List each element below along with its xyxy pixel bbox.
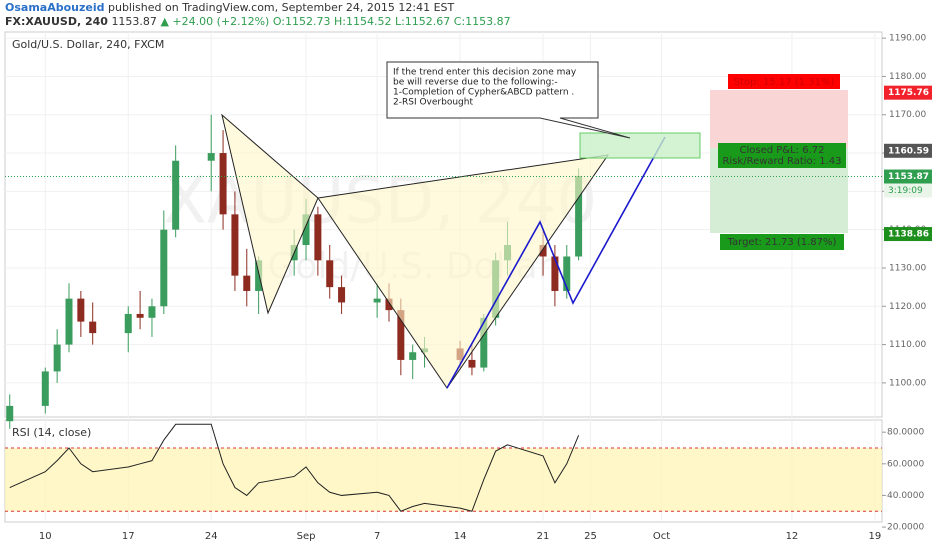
candle-body bbox=[207, 153, 215, 161]
candle-body bbox=[53, 344, 61, 372]
y-tick-label: 1110.00 bbox=[889, 340, 926, 350]
price-pane bbox=[4, 31, 883, 418]
candle-body bbox=[326, 260, 334, 288]
annotation-line: 2-RSI Overbought bbox=[393, 98, 473, 108]
pnl-label: Closed P&L: 6.72 bbox=[740, 145, 825, 156]
y-tick-label: 1100.00 bbox=[889, 378, 926, 388]
candle-body bbox=[409, 352, 417, 360]
callout bbox=[386, 61, 631, 139]
x-tick-label: 7 bbox=[374, 531, 380, 542]
x-tick-label: 12 bbox=[786, 531, 799, 542]
price-marker-label: 1160.59 bbox=[888, 146, 929, 156]
candle-body bbox=[89, 321, 97, 334]
rsi-tick-label: 40.0000 bbox=[887, 491, 924, 501]
quote: FX:XAUUSD, 240 1153.87 ▲ +24.00 (+2.12%)… bbox=[5, 15, 511, 28]
candle-body bbox=[385, 298, 393, 311]
candle-body bbox=[551, 256, 559, 291]
rsi-tick-label: 60.0000 bbox=[887, 459, 924, 469]
candle-body bbox=[255, 260, 263, 291]
candle-body bbox=[124, 313, 132, 334]
price-marker-label: 1175.76 bbox=[888, 88, 929, 98]
last: 1153.87 bbox=[111, 15, 157, 28]
x-tick-label: 21 bbox=[537, 531, 550, 542]
rr-label: Risk/Reward Ratio: 1.43 bbox=[722, 156, 841, 167]
candle-body bbox=[539, 244, 547, 257]
candle-body bbox=[314, 214, 322, 261]
candle-body bbox=[480, 317, 488, 368]
x-tick-label: 24 bbox=[205, 531, 218, 542]
x-tick-label: 10 bbox=[39, 531, 52, 542]
candle-body bbox=[65, 298, 73, 345]
stop-label: Stop: 15.17 (1.31%) bbox=[734, 77, 835, 88]
price-marker bbox=[884, 227, 932, 242]
candle-body bbox=[172, 160, 180, 230]
rsi-band bbox=[5, 447, 882, 512]
annotation-line: be will reverse due to the following:- bbox=[393, 78, 558, 88]
y-tick-label: 1130.00 bbox=[889, 263, 926, 273]
decision-zone bbox=[579, 132, 701, 159]
candle-body bbox=[243, 275, 251, 291]
candle-body bbox=[136, 313, 144, 318]
annotation-line: If the trend enter this decision zone ma… bbox=[393, 68, 577, 78]
candle-body bbox=[77, 298, 85, 322]
stop-box bbox=[728, 74, 840, 89]
target-box bbox=[720, 234, 844, 250]
pnl-box bbox=[718, 143, 846, 168]
y-tick-label: 1190.00 bbox=[889, 34, 926, 44]
countdown-box bbox=[884, 183, 932, 198]
candle-body bbox=[231, 214, 239, 276]
chart-title: Gold/U.S. Dollar, 240, FXCM bbox=[12, 38, 164, 51]
x-tick-label: 25 bbox=[584, 531, 597, 542]
candle-body bbox=[468, 359, 476, 368]
candle-body bbox=[563, 256, 571, 291]
pattern-bcd bbox=[317, 154, 610, 389]
price-marker-label: 1138.86 bbox=[888, 230, 929, 240]
price-marker bbox=[884, 143, 932, 158]
symbol: FX:XAUUSD, 240 bbox=[5, 15, 108, 28]
price-marker bbox=[884, 85, 932, 100]
rsi-tick-label: 80.0000 bbox=[887, 428, 924, 438]
author[interactable]: OsamaAbouzeid bbox=[5, 1, 105, 14]
abcd-line bbox=[446, 136, 666, 389]
y-tick-label: 1180.00 bbox=[889, 72, 926, 82]
candle-body bbox=[6, 405, 14, 422]
annotation-line: 1-Completion of Cypher&ABCD pattern . bbox=[393, 88, 574, 98]
ohlc: O:1152.73 H:1154.52 L:1152.67 C:1153.87 bbox=[273, 15, 511, 28]
x-tick-label: Oct bbox=[653, 531, 670, 542]
price-marker-label: 1153.87 bbox=[888, 172, 929, 182]
published: published on TradingView.com, September … bbox=[108, 1, 455, 14]
candle-body bbox=[41, 371, 49, 406]
header: OsamaAbouzeid published on TradingView.c… bbox=[5, 1, 455, 14]
x-tick-label: 14 bbox=[454, 531, 467, 542]
rsi-title: RSI (14, close) bbox=[12, 426, 91, 439]
candle-body bbox=[397, 310, 405, 360]
y-tick-label: 1170.00 bbox=[889, 110, 926, 120]
x-tick-label: 19 bbox=[869, 531, 882, 542]
x-tick-label: Sep bbox=[297, 531, 316, 542]
change: ▲ +24.00 (+2.12%) bbox=[160, 15, 269, 28]
price-marker bbox=[884, 169, 932, 184]
x-tick-label: 17 bbox=[122, 531, 135, 542]
candle-body bbox=[219, 153, 227, 215]
rsi-line bbox=[9, 423, 580, 512]
candle-body bbox=[148, 306, 156, 318]
stop-zone bbox=[710, 90, 848, 148]
candle-body bbox=[373, 298, 381, 303]
candle-body bbox=[338, 287, 346, 303]
pattern-xab bbox=[221, 113, 319, 315]
target-label: Target: 21.73 (1.87%) bbox=[727, 237, 837, 248]
candle-body bbox=[160, 229, 168, 307]
candle-body bbox=[302, 214, 310, 245]
countdown: 3:19:09 bbox=[888, 186, 923, 196]
rsi-tick-label: 20.0000 bbox=[887, 523, 924, 533]
candle-body bbox=[575, 176, 583, 257]
y-tick-label: 1120.00 bbox=[889, 302, 926, 312]
